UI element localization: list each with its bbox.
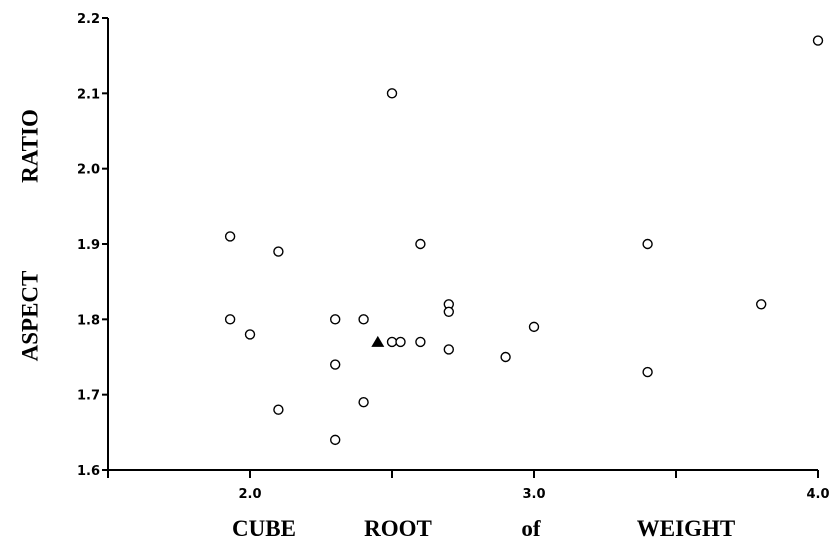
y-tick-label: 2.0 [77,163,100,178]
y-axis-title-word: RATIO [18,109,43,183]
circle-point [395,336,406,348]
circle-point [224,314,236,325]
circle-point [244,329,256,340]
circle-point [500,351,511,363]
y-tick-label: 1.9 [77,238,100,253]
circle-point [386,336,398,348]
circle-point [415,336,426,348]
y-axis-title-word: ASPECT [18,271,43,362]
circle-point [224,231,236,242]
x-axis-title-word: of [521,516,541,541]
circle-point [330,314,341,325]
circle-point [358,397,369,408]
circle-point [358,314,369,325]
circle-point [642,238,653,250]
x-axis-title-word: WEIGHT [637,516,735,541]
circle-point [273,246,284,257]
circle-point [443,344,454,355]
y-tick-label: 2.1 [77,87,100,102]
circle-point [528,321,540,333]
circle-point [756,299,767,310]
circle-point [386,88,398,99]
y-tick-label: 2.2 [77,12,100,27]
x-tick-label: 2.0 [238,487,261,502]
circle-point [642,366,653,378]
axis-titles: CUBE ROOT of WEIGHT ASPECT RATIO [18,109,736,541]
x-axis-title-word: CUBE [232,516,296,541]
circle-point [812,35,824,46]
x-tick-label: 3.0 [522,487,545,502]
y-tick-label: 1.6 [77,464,100,479]
circle-point [443,306,454,317]
y-tick-label: 1.7 [77,389,100,404]
y-tick-label: 1.8 [77,313,100,328]
circle-point [273,404,284,415]
data-points [224,35,824,446]
axes: 1.6 1.7 1.8 1.9 2.0 2.1 2.2 2.0 3.0 4.0 [77,12,830,502]
circle-point [415,238,426,250]
triangle-point [371,335,385,347]
x-tick-label: 4.0 [806,487,829,502]
circle-point [330,359,341,370]
circle-point [330,434,341,446]
x-axis-title-word: ROOT [364,516,432,541]
